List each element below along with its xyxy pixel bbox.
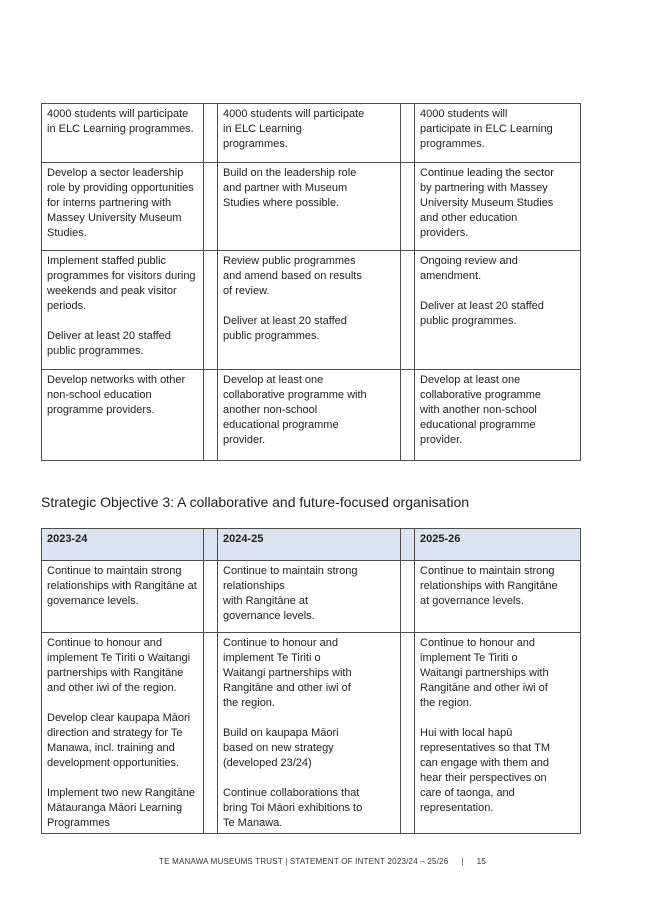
spacer-cell xyxy=(203,162,218,251)
page-number: 15 xyxy=(476,857,486,866)
table-row: Implement staffed public programmes for … xyxy=(41,250,581,370)
table-cell: 4000 students will participate in ELC Le… xyxy=(414,103,581,163)
table-cell: Continue to maintain strong relationship… xyxy=(217,560,401,633)
column-header-2023-24: 2023-24 xyxy=(41,528,204,561)
table-cell: Develop networks with other non-school e… xyxy=(41,369,204,461)
table-cell: 4000 students will participate in ELC Le… xyxy=(217,103,401,163)
footer-separator: | xyxy=(461,857,464,866)
table-cell: 4000 students will participate in ELC Le… xyxy=(41,103,204,163)
spacer-cell xyxy=(203,560,218,633)
table-cell: Continue to maintain strong relationship… xyxy=(414,560,581,633)
spacer-cell xyxy=(400,528,415,561)
table-cell: Review public programmes and amend based… xyxy=(217,250,401,370)
table-cell: Ongoing review and amendment. Deliver at… xyxy=(414,250,581,370)
column-header-2025-26: 2025-26 xyxy=(414,528,581,561)
spacer-cell xyxy=(400,632,415,834)
footer-text: TE MANAWA MUSEUMS TRUST | STATEMENT OF I… xyxy=(159,857,449,866)
table-cell: Continue to maintain strong relationship… xyxy=(41,560,204,633)
strategic-objective-3-table: 2023-24 2024-25 2025-26 Continue to main… xyxy=(41,528,581,834)
spacer-cell xyxy=(203,528,218,561)
table-row: Continue to honour and implement Te Tiri… xyxy=(41,632,581,834)
column-header-2024-25: 2024-25 xyxy=(217,528,401,561)
table-cell: Develop a sector leadership role by prov… xyxy=(41,162,204,251)
table-row: Develop networks with other non-school e… xyxy=(41,369,581,461)
spacer-cell xyxy=(400,560,415,633)
page-footer: TE MANAWA MUSEUMS TRUST | STATEMENT OF I… xyxy=(0,857,645,866)
table-row: Develop a sector leadership role by prov… xyxy=(41,162,581,251)
spacer-cell xyxy=(400,250,415,370)
table-cell: Continue to honour and implement Te Tiri… xyxy=(414,632,581,834)
table-cell: Implement staffed public programmes for … xyxy=(41,250,204,370)
spacer-cell xyxy=(203,369,218,461)
table-cell: Build on the leadership role and partner… xyxy=(217,162,401,251)
table-cell: Develop at least one collaborative progr… xyxy=(217,369,401,461)
table-cell: Continue leading the sector by partnerin… xyxy=(414,162,581,251)
table-row: Continue to maintain strong relationship… xyxy=(41,560,581,633)
spacer-cell xyxy=(203,632,218,834)
objectives-table-continued: 4000 students will participate in ELC Le… xyxy=(41,103,581,461)
table-cell: Continue to honour and implement Te Tiri… xyxy=(217,632,401,834)
spacer-cell xyxy=(203,103,218,163)
table-row: 4000 students will participate in ELC Le… xyxy=(41,103,581,163)
spacer-cell xyxy=(400,162,415,251)
section-heading: Strategic Objective 3: A collaborative a… xyxy=(41,494,470,510)
table-header-row: 2023-24 2024-25 2025-26 xyxy=(41,528,581,561)
table-cell: Continue to honour and implement Te Tiri… xyxy=(41,632,204,834)
spacer-cell xyxy=(203,250,218,370)
spacer-cell xyxy=(400,369,415,461)
table-cell: Develop at least one collaborative progr… xyxy=(414,369,581,461)
spacer-cell xyxy=(400,103,415,163)
